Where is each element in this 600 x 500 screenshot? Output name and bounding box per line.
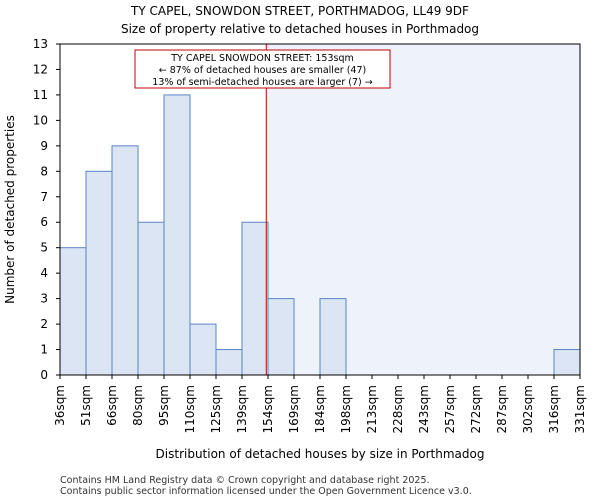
- y-tick-label: 12: [33, 62, 48, 76]
- x-tick-label: 95sqm: [157, 385, 171, 426]
- footer-line-2: Contains public sector information licen…: [60, 486, 472, 497]
- x-tick-label: 154sqm: [261, 385, 275, 433]
- x-axis-label: Distribution of detached houses by size …: [156, 447, 485, 461]
- bar-36sqm: [59, 247, 87, 376]
- bars-group: [59, 94, 581, 376]
- x-tick-label: 198sqm: [339, 385, 353, 433]
- chart-subtitle: Size of property relative to detached ho…: [121, 22, 479, 36]
- y-tick-label: 4: [40, 266, 48, 280]
- x-tick-label: 110sqm: [183, 385, 197, 433]
- bar-80sqm: [137, 221, 165, 376]
- chart-title: TY CAPEL, SNOWDON STREET, PORTHMADOG, LL…: [130, 4, 469, 18]
- x-tick-label: 302sqm: [521, 385, 535, 433]
- x-tick-label: 257sqm: [443, 385, 457, 433]
- bar-95sqm: [163, 94, 191, 376]
- x-tick-label: 316sqm: [547, 385, 561, 433]
- y-tick-label: 0: [40, 368, 48, 382]
- bar-125sqm: [215, 349, 243, 376]
- annotation-box: [134, 49, 391, 89]
- y-axis-label: Number of detached properties: [3, 115, 17, 304]
- bar-316sqm: [553, 349, 581, 376]
- y-tick-label: 3: [40, 292, 48, 306]
- x-tick-label: 331sqm: [573, 385, 587, 433]
- annotation-line-1: TY CAPEL SNOWDON STREET: 153sqm: [170, 53, 354, 64]
- y-tick-label: 11: [33, 88, 48, 102]
- y-tick-label: 10: [33, 113, 48, 127]
- x-tick-label: 228sqm: [391, 385, 405, 433]
- highlight-region: [266, 44, 580, 375]
- x-tick-label: 139sqm: [235, 385, 249, 433]
- bar-139sqm: [241, 221, 269, 376]
- bar-66sqm: [111, 145, 139, 376]
- x-tick-label: 169sqm: [287, 385, 301, 433]
- bar-51sqm: [85, 170, 113, 376]
- annotation-line-3: 13% of semi-detached houses are larger (…: [152, 77, 372, 88]
- x-ticks-group: 36sqm 51sqm 66sqm 80sqm 95sqm 110sqm 125sqm 139…: [53, 375, 587, 433]
- annotation-line-2: ← 87% of detached houses are smaller (47…: [159, 65, 366, 76]
- y-tick-label: 8: [40, 164, 48, 178]
- x-tick-label: 213sqm: [365, 385, 379, 433]
- x-tick-label: 66sqm: [105, 385, 119, 426]
- bar-110sqm: [189, 323, 217, 376]
- y-tick-label: 5: [40, 241, 48, 255]
- x-tick-label: 51sqm: [79, 385, 93, 426]
- x-tick-label: 243sqm: [417, 385, 431, 433]
- bar-184sqm: [319, 298, 347, 376]
- x-tick-label: 184sqm: [313, 385, 327, 433]
- x-tick-label: 80sqm: [131, 385, 145, 426]
- x-tick-label: 36sqm: [53, 385, 67, 426]
- x-tick-label: 272sqm: [469, 385, 483, 433]
- x-tick-label: 287sqm: [495, 385, 509, 433]
- x-tick-label: 125sqm: [209, 385, 223, 433]
- y-tick-label: 9: [40, 139, 48, 153]
- y-tick-label: 7: [40, 190, 48, 204]
- y-tick-label: 13: [33, 37, 48, 51]
- y-tick-label: 6: [40, 215, 48, 229]
- bar-154sqm: [267, 298, 295, 376]
- y-tick-label: 1: [40, 343, 48, 357]
- footer-line-1: Contains HM Land Registry data © Crown c…: [60, 475, 430, 486]
- y-tick-label: 2: [40, 317, 48, 331]
